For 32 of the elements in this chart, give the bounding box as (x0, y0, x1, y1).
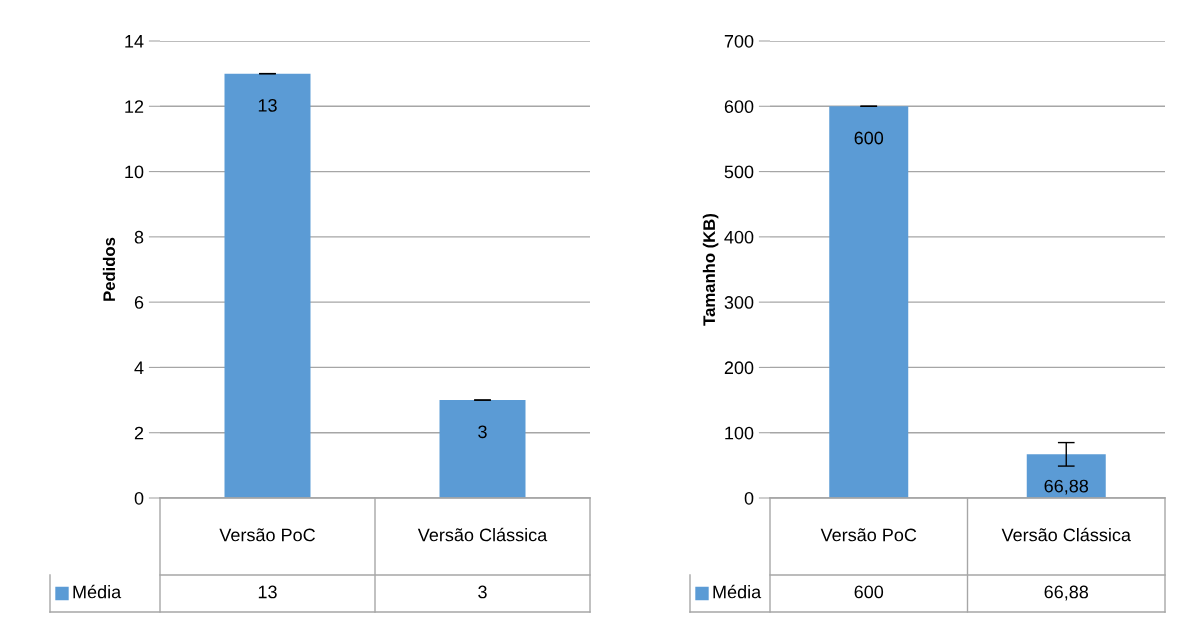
y-axis-title: Pedidos (102, 237, 116, 301)
y-tick-label: 400 (724, 230, 754, 244)
x-tick-label: Versão PoC (820, 528, 917, 542)
y-tick-label: 0 (744, 491, 754, 505)
y-tick-label: 300 (724, 296, 754, 309)
legend-label: Média (73, 584, 122, 599)
y-axis-title: Tamanho (KB) (702, 214, 719, 326)
data-label: 3 (478, 585, 487, 599)
data-label: 600 (854, 585, 884, 599)
y-tick-label: 100 (725, 426, 754, 440)
data-label: 13 (258, 585, 277, 599)
y-tick-label: 500 (724, 165, 754, 179)
y-tick-label: 600 (724, 100, 754, 114)
y-tick-label: 6 (134, 296, 144, 309)
y-tick-label: 200 (724, 361, 754, 375)
x-tick-label: Versão PoC (219, 528, 315, 542)
y-tick-label: 0 (134, 491, 144, 505)
y-tick-label: 700 (724, 34, 754, 48)
legend-label: Média (713, 584, 762, 599)
y-tick-label: 10 (125, 165, 144, 179)
y-tick-label: 4 (134, 361, 144, 374)
text: 600 (854, 131, 884, 145)
x-tick-label: Versão Clássica (417, 527, 548, 542)
y-tick-label: 8 (134, 230, 144, 244)
text: 13 (258, 98, 277, 112)
data-label: 66,88 (1044, 585, 1089, 601)
text: 3 (478, 425, 487, 439)
y-tick-label: 14 (125, 35, 144, 48)
y-tick-label: 12 (125, 100, 144, 113)
y-tick-label: 2 (134, 426, 144, 440)
text: 66,88 (1044, 479, 1089, 495)
x-tick-label: Versão Clássica (1001, 527, 1131, 542)
